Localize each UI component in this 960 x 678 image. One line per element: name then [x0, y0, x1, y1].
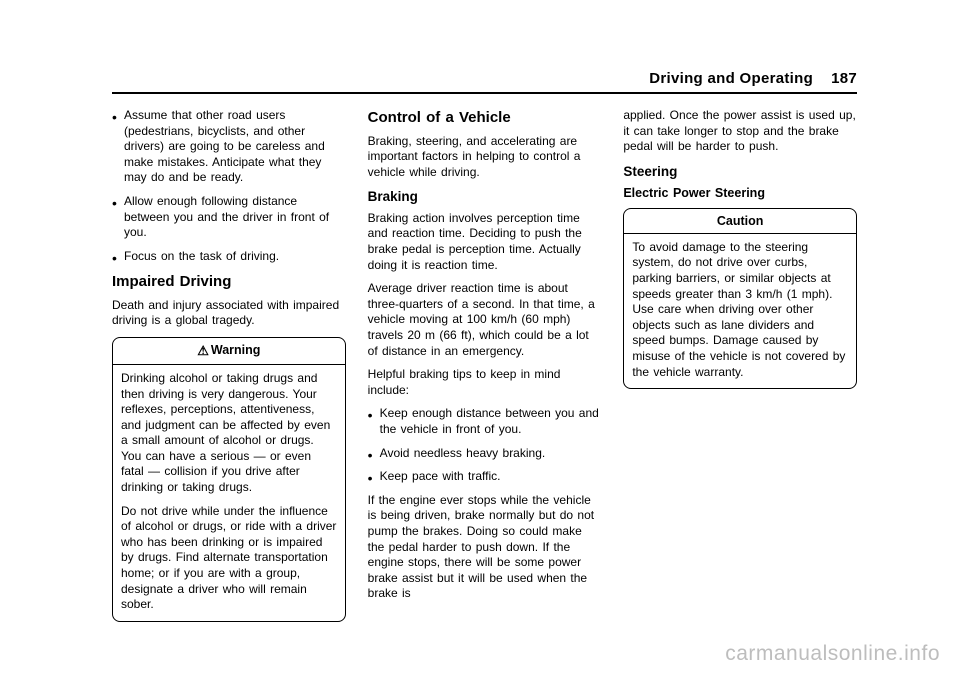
- caution-paragraph: To avoid damage to the steering system, …: [632, 240, 848, 380]
- braking-p1: Braking action involves perception time …: [368, 211, 602, 273]
- warning-box-body: Drinking alcohol or taking drugs and the…: [113, 365, 345, 621]
- defensive-driving-list: Assume that other road users (pedestrian…: [112, 108, 346, 264]
- list-item: Assume that other road users (pedestrian…: [112, 108, 346, 186]
- section-title: Driving and Operating: [649, 70, 813, 87]
- list-item: Allow enough following distance between …: [112, 194, 346, 241]
- warning-box-title: ⚠Warning: [113, 338, 345, 365]
- braking-heading: Braking: [368, 188, 602, 206]
- header-text: Driving and Operating 187: [649, 70, 857, 87]
- warning-box: ⚠Warning Drinking alcohol or taking drug…: [112, 337, 346, 622]
- body-columns: Assume that other road users (pedestrian…: [112, 108, 857, 638]
- impaired-driving-heading: Impaired Driving: [112, 272, 346, 292]
- manual-page: Driving and Operating 187 Assume that oth…: [112, 70, 857, 638]
- braking-tips-intro: Helpful braking tips to keep in mind inc…: [368, 367, 602, 398]
- caution-box: Caution To avoid damage to the steering …: [623, 208, 857, 390]
- page-header: Driving and Operating 187: [112, 70, 857, 94]
- warning-triangle-icon: ⚠: [197, 343, 209, 358]
- braking-continuation: applied. Once the power assist is used u…: [623, 108, 857, 155]
- list-item: Focus on the task of driving.: [112, 249, 346, 265]
- steering-heading: Steering: [623, 163, 857, 181]
- watermark-text: carmanualsonline.info: [725, 642, 940, 666]
- page-number: 187: [831, 70, 857, 87]
- control-paragraph: Braking, steering, and accelerating are …: [368, 134, 602, 181]
- caution-box-body: To avoid damage to the steering system, …: [624, 234, 856, 388]
- warning-p1: Drinking alcohol or taking drugs and the…: [121, 371, 337, 496]
- list-item: Keep enough distance between you and the…: [368, 406, 602, 437]
- braking-p2: Average driver reaction time is about th…: [368, 281, 602, 359]
- warning-p2: Do not drive while under the influence o…: [121, 504, 337, 613]
- list-item: Avoid needless heavy braking.: [368, 446, 602, 462]
- caution-box-title: Caution: [624, 209, 856, 234]
- steering-subheading: Electric Power Steering: [623, 185, 857, 201]
- list-item: Keep pace with traffic.: [368, 469, 602, 485]
- braking-p3: If the engine ever stops while the vehic…: [368, 493, 602, 602]
- impaired-driving-intro: Death and injury associated with impaire…: [112, 298, 346, 329]
- control-heading: Control of a Vehicle: [368, 108, 602, 128]
- braking-tips-list: Keep enough distance between you and the…: [368, 406, 602, 484]
- warning-title-text: Warning: [211, 343, 261, 357]
